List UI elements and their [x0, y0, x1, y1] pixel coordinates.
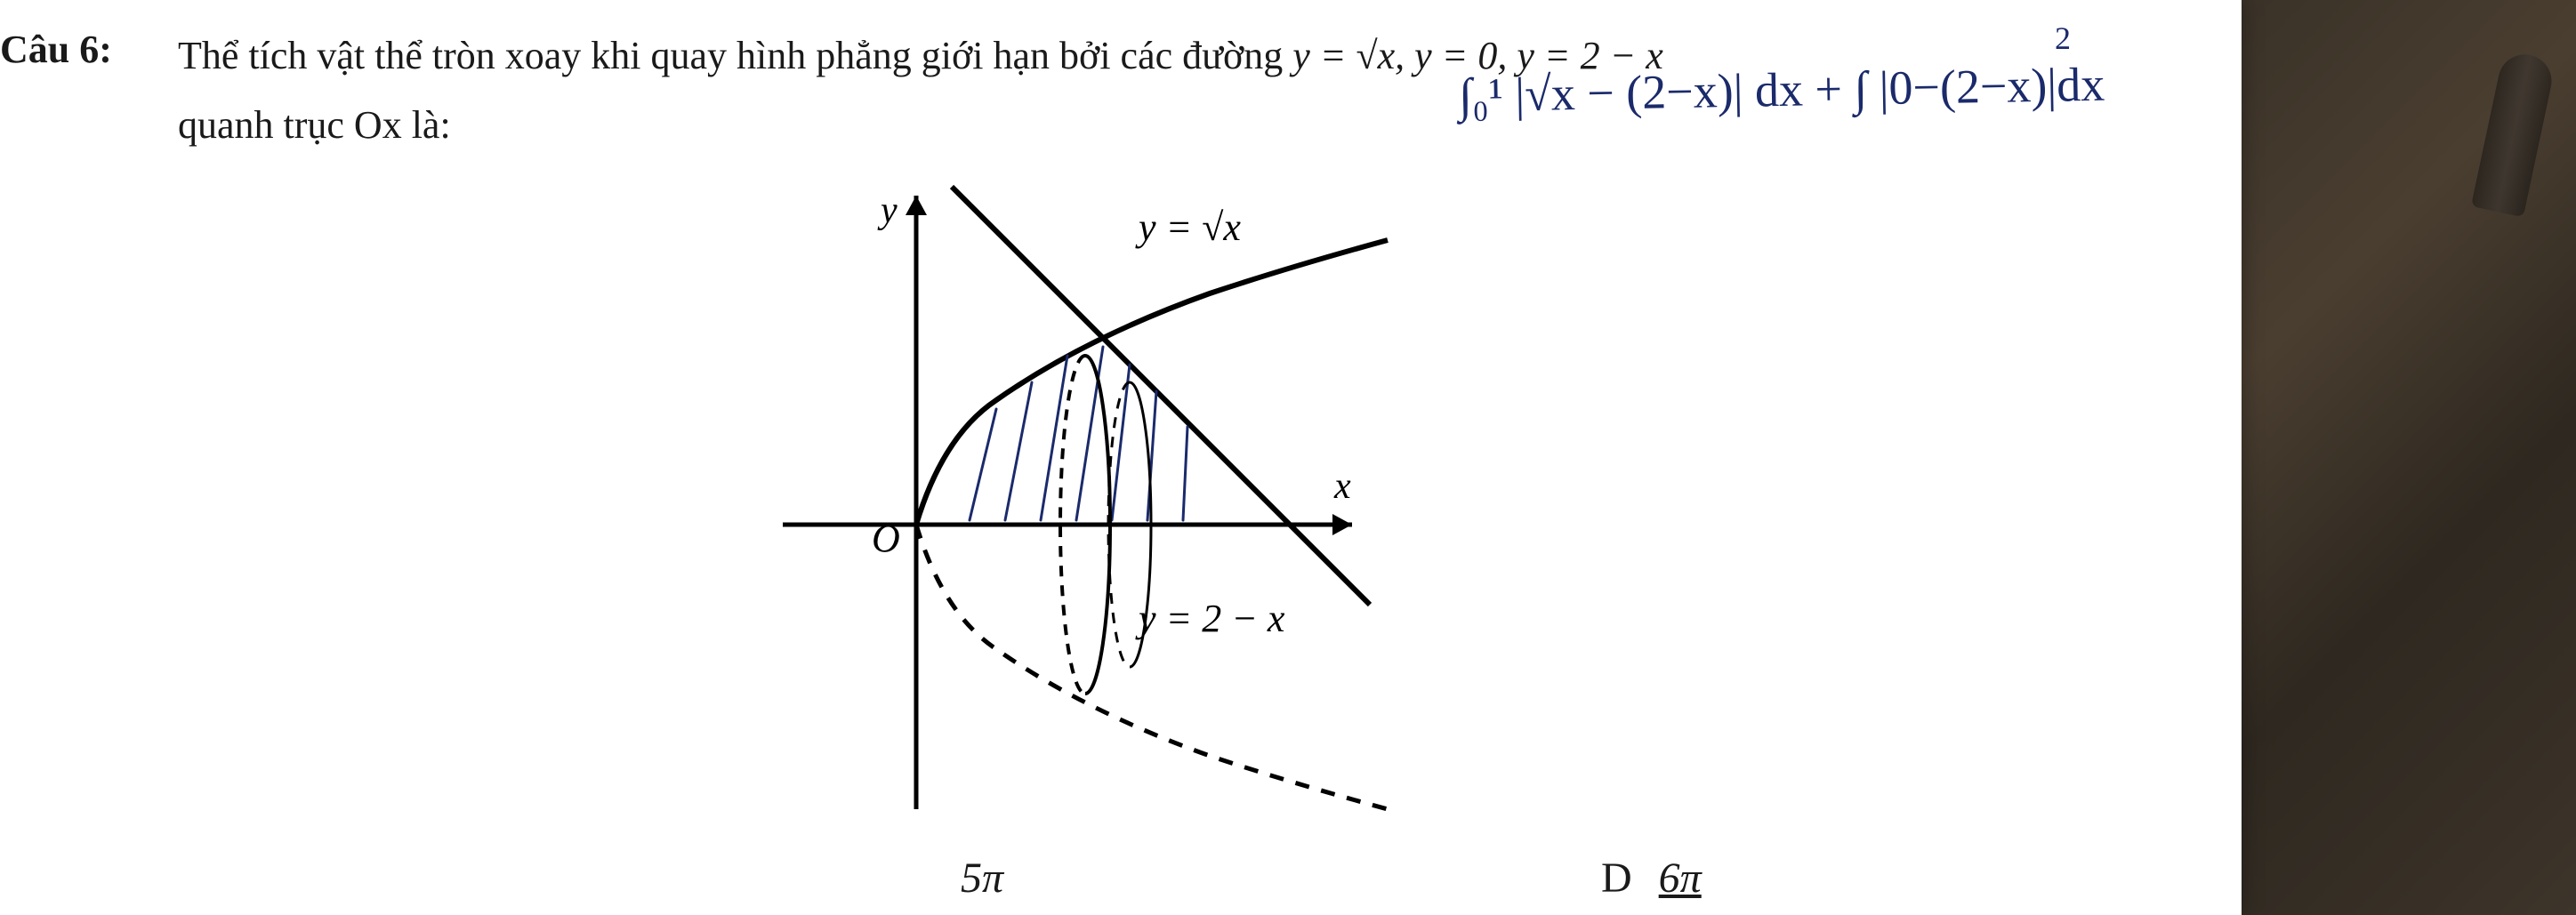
svg-text:y = √x: y = √x — [1135, 205, 1241, 249]
handwritten-working: ∫₀¹ |√x − (2−x)| dx + ∫ |0−(2−x)|dx — [1459, 57, 2105, 124]
answer-d-value: 6π — [1659, 855, 1702, 902]
handwritten-exponent: 2 — [2055, 20, 2071, 57]
pen-shadow — [2471, 50, 2556, 218]
answer-c: 5π — [961, 854, 1003, 903]
svg-text:y: y — [877, 190, 898, 231]
svg-text:y = 2 − x: y = 2 − x — [1135, 597, 1285, 640]
svg-text:O: O — [872, 517, 900, 560]
desk-background — [2242, 0, 2576, 915]
question-line2: quanh trục Ox là: — [178, 102, 451, 148]
answer-d-label: D — [1601, 855, 1632, 902]
question-number: Câu 6: — [0, 27, 112, 72]
figure: Ox y y = √x y = 2 − x — [712, 169, 1512, 836]
question-prose: Thể tích vật thể tròn xoay khi quay hình… — [178, 34, 1292, 77]
page: Câu 6: Thể tích vật thể tròn xoay khi qu… — [0, 0, 2242, 915]
answer-d-group: D 6π — [1601, 854, 1702, 903]
svg-text:x: x — [1333, 466, 1351, 507]
figure-svg: Ox y y = √x y = 2 − x — [712, 169, 1512, 836]
